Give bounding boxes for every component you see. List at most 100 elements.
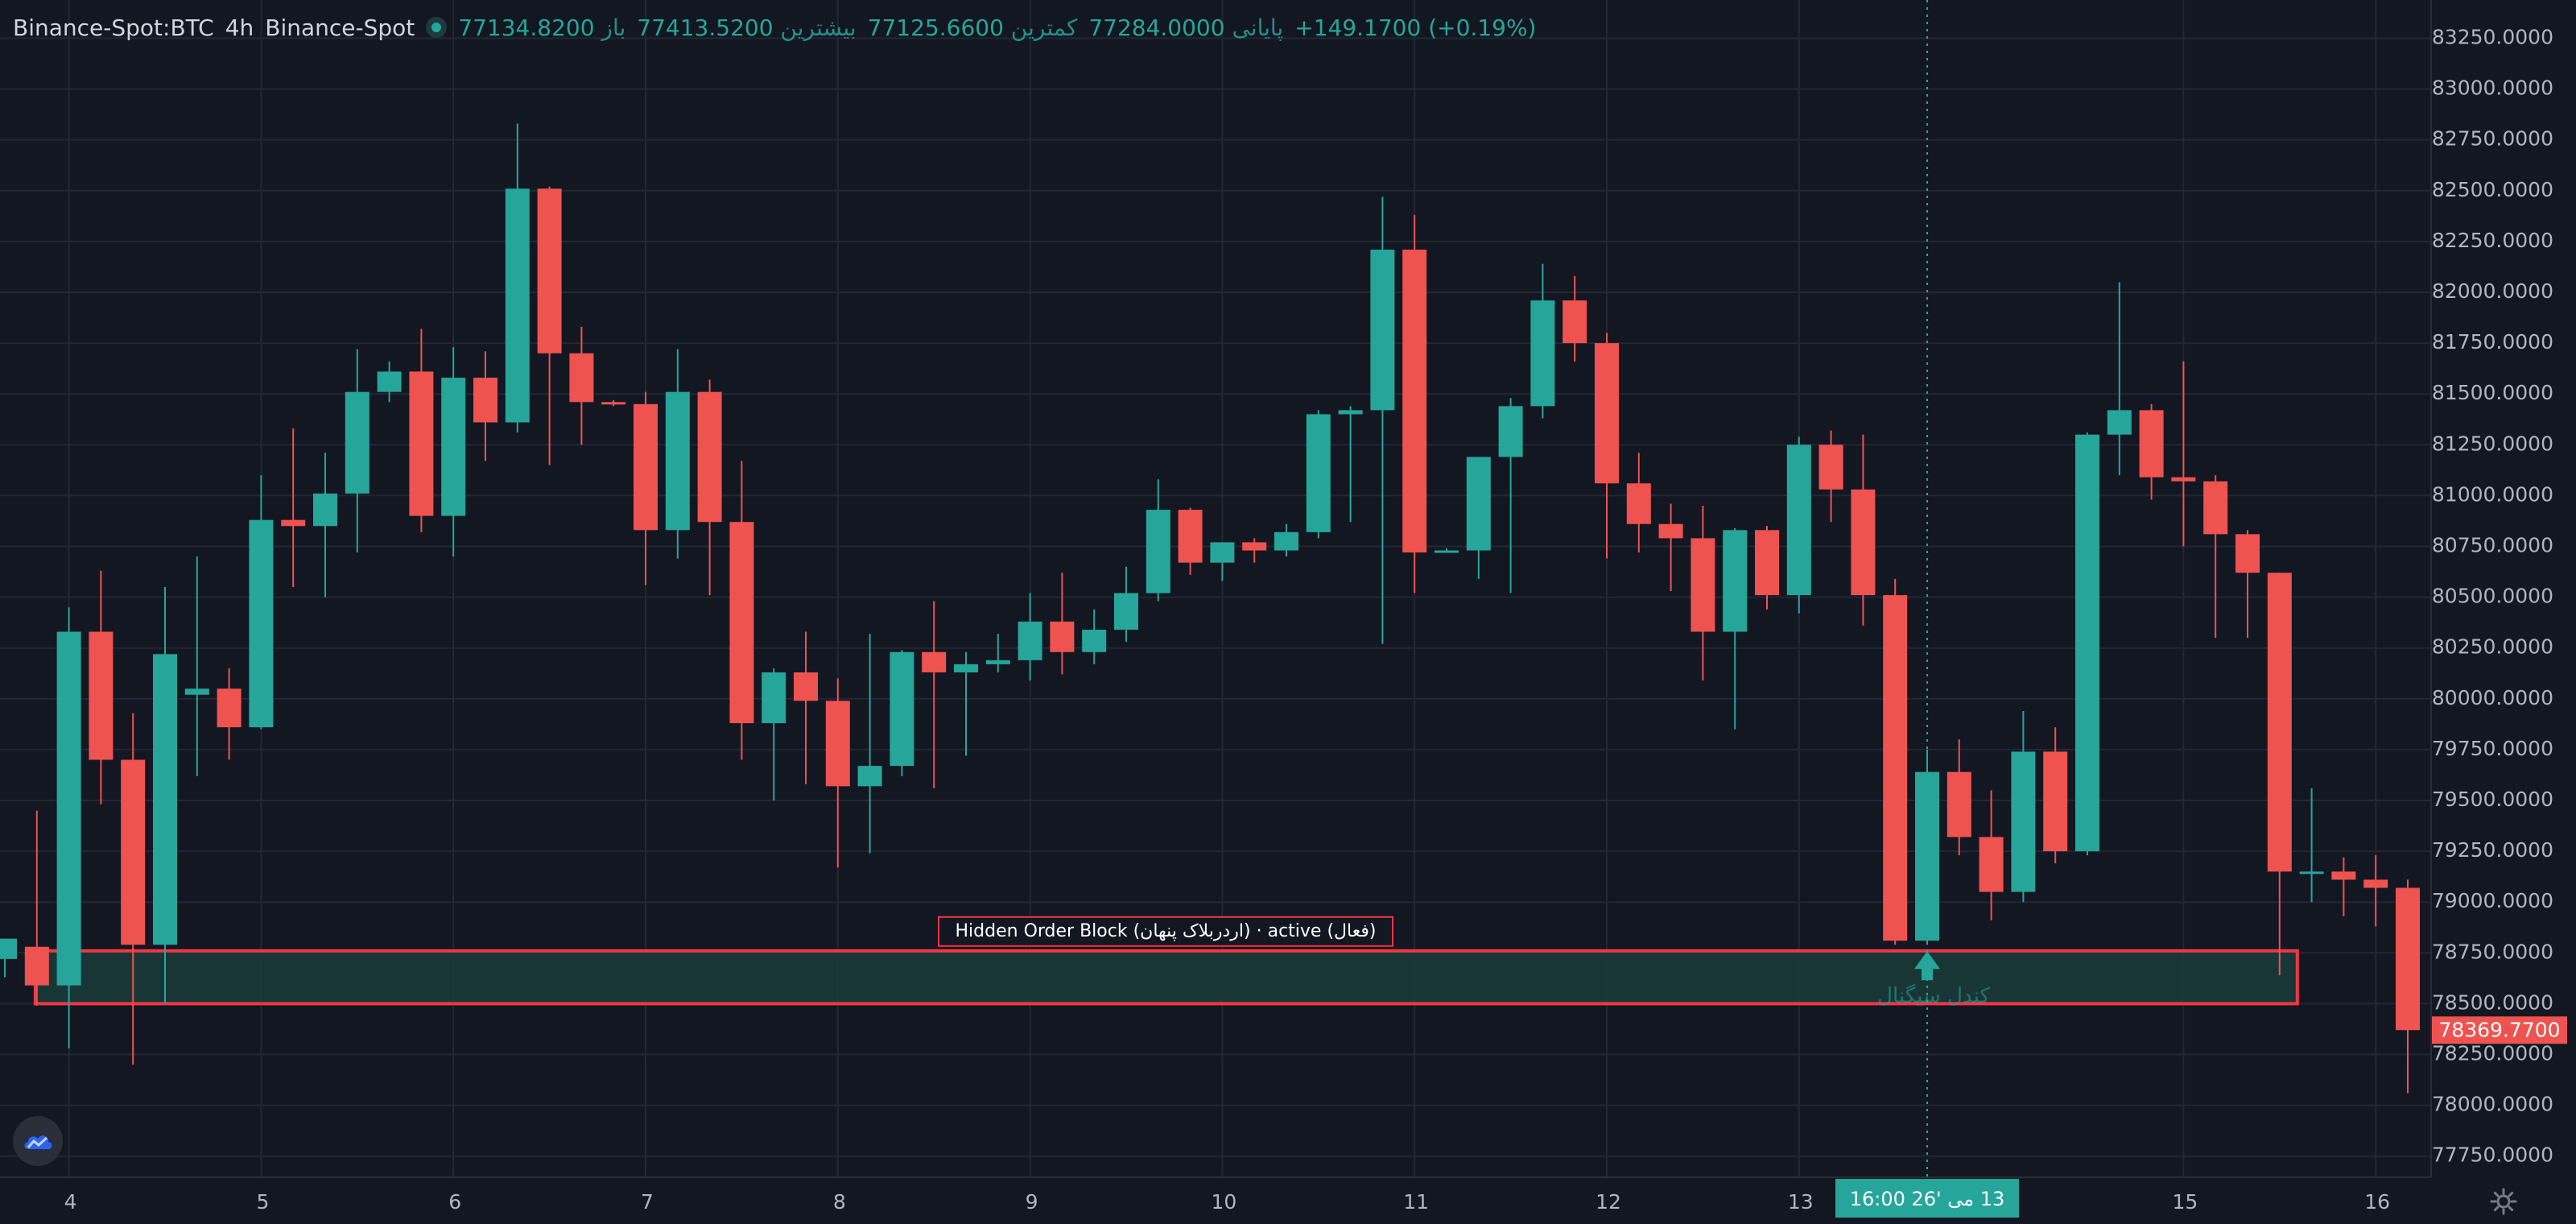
candle[interactable] bbox=[890, 650, 914, 776]
hidden-order-block-zone[interactable] bbox=[33, 949, 2299, 1006]
signal-marker[interactable]: کندل سیگنال bbox=[1877, 951, 1990, 1008]
candle[interactable] bbox=[1082, 609, 1107, 664]
candle[interactable] bbox=[1274, 523, 1298, 557]
candle[interactable] bbox=[89, 570, 114, 805]
candle[interactable] bbox=[697, 379, 722, 596]
candle[interactable] bbox=[1338, 406, 1363, 523]
symbol-name[interactable]: Binance-Spot:BTC bbox=[13, 14, 214, 41]
candle[interactable] bbox=[2043, 727, 2068, 864]
candle[interactable] bbox=[762, 668, 786, 800]
candle-body bbox=[1690, 538, 1715, 632]
candle[interactable] bbox=[1851, 434, 1876, 626]
candle[interactable] bbox=[1050, 573, 1075, 675]
close-value: 77284.0000 bbox=[1088, 14, 1225, 41]
candle[interactable] bbox=[1658, 503, 1683, 592]
candle[interactable] bbox=[505, 123, 530, 433]
candle[interactable] bbox=[281, 428, 306, 587]
candle[interactable] bbox=[1755, 526, 1779, 610]
candle[interactable] bbox=[537, 186, 562, 465]
candle[interactable] bbox=[2267, 573, 2292, 976]
candle-body bbox=[1370, 249, 1395, 411]
candle[interactable] bbox=[1818, 430, 1843, 523]
candle-body bbox=[2299, 871, 2324, 875]
candle[interactable] bbox=[1018, 593, 1042, 681]
candle[interactable] bbox=[1466, 457, 1491, 579]
candle[interactable] bbox=[1370, 196, 1395, 644]
candle[interactable] bbox=[0, 938, 17, 978]
candle[interactable] bbox=[2011, 710, 2036, 903]
gear-icon[interactable] bbox=[2487, 1185, 2520, 1218]
candle[interactable] bbox=[153, 586, 177, 1004]
candle[interactable] bbox=[1306, 410, 1331, 539]
candle[interactable] bbox=[1210, 542, 1235, 581]
candle[interactable] bbox=[441, 347, 466, 557]
candle[interactable] bbox=[1435, 548, 1459, 553]
candle[interactable] bbox=[794, 631, 818, 784]
candle[interactable] bbox=[954, 651, 978, 756]
candle[interactable] bbox=[1530, 263, 1555, 419]
candle[interactable] bbox=[217, 668, 242, 760]
candle[interactable] bbox=[2139, 403, 2164, 500]
candle[interactable] bbox=[121, 713, 146, 1065]
candle[interactable] bbox=[2107, 282, 2132, 476]
candle[interactable] bbox=[2363, 855, 2388, 927]
candle[interactable] bbox=[1883, 578, 1908, 945]
candle[interactable] bbox=[1146, 479, 1170, 602]
high-label: بیشترین bbox=[780, 14, 857, 41]
candle[interactable] bbox=[1690, 506, 1715, 681]
time-tick-label: 16 bbox=[2364, 1190, 2390, 1214]
time-tick-label: 8 bbox=[833, 1190, 846, 1214]
candle[interactable] bbox=[2331, 857, 2356, 916]
candle[interactable] bbox=[1114, 566, 1138, 643]
candle[interactable] bbox=[2171, 361, 2196, 547]
price-tick-label: 81000.0000 bbox=[2432, 482, 2553, 506]
candle[interactable] bbox=[377, 361, 402, 403]
candle[interactable] bbox=[313, 453, 337, 598]
candle[interactable] bbox=[184, 556, 209, 776]
time-tick-label: 15 bbox=[2172, 1190, 2198, 1214]
candle[interactable] bbox=[1595, 333, 1619, 559]
candle[interactable] bbox=[249, 475, 274, 730]
candle[interactable] bbox=[729, 461, 754, 760]
candle[interactable] bbox=[2235, 530, 2260, 639]
candle[interactable] bbox=[922, 601, 947, 788]
candle[interactable] bbox=[409, 329, 434, 532]
candle-body bbox=[56, 631, 81, 986]
candle[interactable] bbox=[634, 391, 658, 585]
candle[interactable] bbox=[2203, 475, 2228, 639]
candle[interactable] bbox=[345, 349, 369, 553]
candle[interactable] bbox=[569, 326, 594, 445]
price-axis[interactable]: 77750.0000 78000.0000 78250.0000 78500.0000… bbox=[2430, 0, 2576, 1224]
candle[interactable] bbox=[985, 634, 1010, 672]
price-tick-label: 79000.0000 bbox=[2432, 889, 2553, 912]
tradingview-cloud-icon[interactable] bbox=[13, 1116, 63, 1166]
price-tick-label: 79500.0000 bbox=[2432, 788, 2553, 811]
candle[interactable] bbox=[665, 349, 690, 559]
candle[interactable] bbox=[1563, 275, 1587, 362]
candle[interactable] bbox=[1979, 790, 2004, 920]
candle[interactable] bbox=[24, 810, 49, 1006]
interval-label[interactable]: 4h bbox=[225, 14, 254, 41]
candle[interactable] bbox=[1402, 215, 1427, 593]
candle[interactable] bbox=[56, 607, 81, 1048]
candle[interactable] bbox=[1626, 453, 1651, 553]
candles[interactable] bbox=[0, 123, 2420, 1094]
candle[interactable] bbox=[1498, 398, 1523, 593]
candle[interactable] bbox=[1242, 538, 1267, 563]
candle[interactable] bbox=[1178, 507, 1203, 575]
candle[interactable] bbox=[1786, 436, 1811, 614]
candle-body bbox=[1851, 489, 1876, 596]
time-axis[interactable]: 4 5 6 7 8 9 10 11 12 13 15 16 13 می '26 16:00 bbox=[0, 1176, 2576, 1224]
candle[interactable] bbox=[2396, 879, 2420, 1094]
candle[interactable] bbox=[2299, 788, 2324, 903]
candle[interactable] bbox=[1946, 739, 1971, 856]
candle[interactable] bbox=[825, 678, 850, 868]
candle[interactable] bbox=[857, 634, 882, 854]
candle[interactable] bbox=[1723, 527, 1748, 730]
candle[interactable] bbox=[473, 351, 497, 461]
candle[interactable] bbox=[601, 399, 626, 407]
candle-body bbox=[1723, 530, 1748, 632]
candle[interactable] bbox=[2075, 432, 2099, 856]
price-tick-label: 79250.0000 bbox=[2432, 838, 2553, 862]
